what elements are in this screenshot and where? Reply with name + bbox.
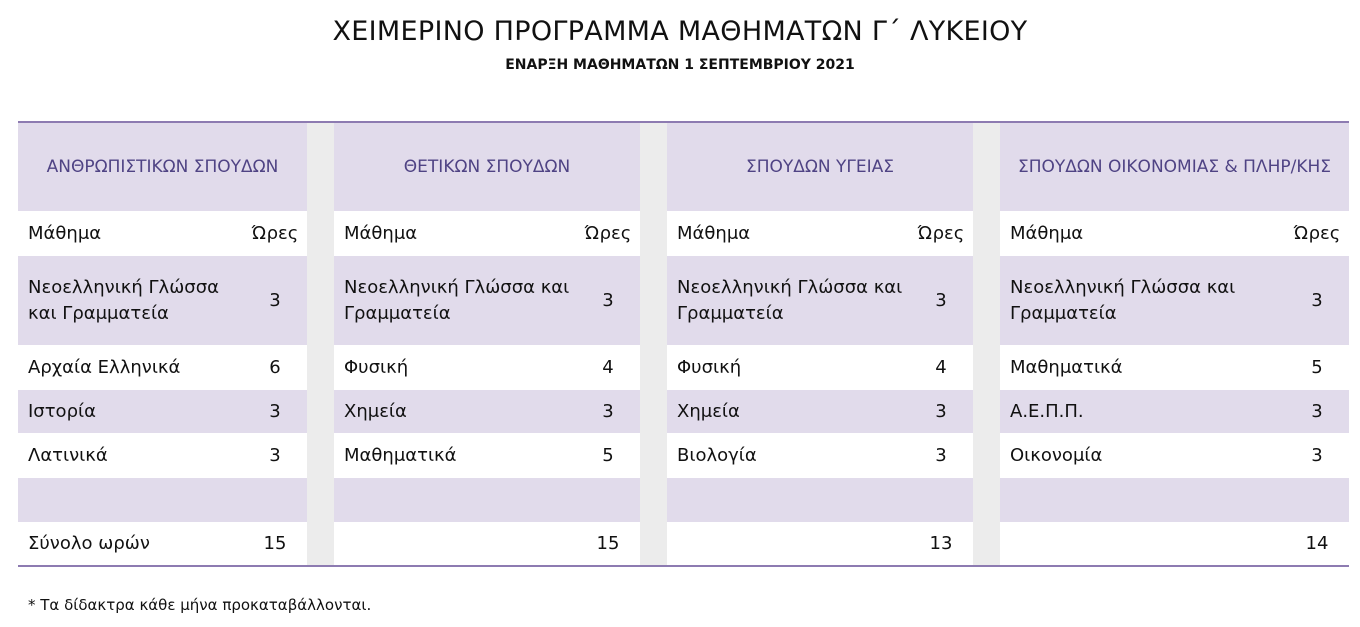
schedule-table: ΑΝΘΡΩΠΙΣΤΙΚΩΝ ΣΠΟΥΔΩΝ Μάθημα Ώρες Νεοελλ…: [18, 121, 1349, 567]
total-row: Σύνολο ωρών 15: [18, 522, 307, 565]
table-row: Φυσική 4: [334, 345, 640, 390]
hours-column-label: Ώρες: [584, 223, 632, 244]
subject-hours: 3: [269, 401, 281, 422]
table-row: Νεοελληνική Γλώσσα και Γραμματεία 3: [667, 256, 973, 345]
empty-row: [18, 478, 307, 522]
subject-name: Α.Ε.Π.Π.: [1010, 400, 1084, 422]
total-hours: 13: [929, 533, 953, 554]
subject-hours: 3: [269, 445, 281, 466]
subject-name: Βιολογία: [677, 444, 757, 466]
subject-hours: 4: [935, 357, 947, 378]
subject-hours: 3: [602, 401, 614, 422]
table-bottom-rule: [18, 565, 1349, 567]
track-header: ΘΕΤΙΚΩΝ ΣΠΟΥΔΩΝ: [334, 123, 640, 211]
subject-column-label: Μάθημα: [677, 222, 751, 244]
subject-name: Ιστορία: [28, 400, 96, 422]
total-row: 13: [667, 522, 973, 565]
column-separator: [973, 123, 1000, 565]
subject-name: Νεοελληνική Γλώσσα και Γραμματεία: [344, 276, 570, 324]
track-column: ΘΕΤΙΚΩΝ ΣΠΟΥΔΩΝ Μάθημα Ώρες Νεοελληνική …: [334, 123, 640, 565]
column-header-row: Μάθημα Ώρες: [667, 211, 973, 256]
table-row: Ιστορία 3: [18, 390, 307, 433]
track-column: ΣΠΟΥΔΩΝ ΥΓΕΙΑΣ Μάθημα Ώρες Νεοελληνική Γ…: [667, 123, 973, 565]
subject-hours: 3: [1311, 445, 1323, 466]
subject-name: Νεοελληνική Γλώσσα και Γραμματεία: [1010, 276, 1236, 324]
empty-row: [334, 478, 640, 522]
table-row: Λατινικά 3: [18, 433, 307, 478]
empty-row: [1000, 478, 1349, 522]
table-row: Μαθηματικά 5: [334, 433, 640, 478]
column-separator: [640, 123, 667, 565]
table-row: Μαθηματικά 5: [1000, 345, 1349, 390]
table-row: Α.Ε.Π.Π. 3: [1000, 390, 1349, 433]
track-column: ΑΝΘΡΩΠΙΣΤΙΚΩΝ ΣΠΟΥΔΩΝ Μάθημα Ώρες Νεοελλ…: [18, 123, 307, 565]
column-header-row: Μάθημα Ώρες: [18, 211, 307, 256]
subject-name: Λατινικά: [28, 444, 108, 466]
subject-name: Χημεία: [344, 400, 407, 422]
table-row: Νεοελληνική Γλώσσα και Γραμματεία 3: [334, 256, 640, 345]
footnote: * Τα δίδακτρα κάθε μήνα προκαταβάλλονται…: [28, 596, 372, 614]
subject-hours: 3: [935, 290, 947, 311]
total-hours: 15: [596, 533, 620, 554]
subject-hours: 3: [1311, 290, 1323, 311]
page-title: ΧΕΙΜΕΡΙΝΟ ΠΡΟΓΡΑΜΜΑ ΜΑΘΗΜΑΤΩΝ Γ΄ ΛΥΚΕΙΟΥ: [332, 16, 1028, 47]
table-top-rule: [18, 121, 1349, 123]
table-row: Χημεία 3: [334, 390, 640, 433]
subject-name: Μαθηματικά: [344, 444, 457, 466]
subject-hours: 3: [935, 401, 947, 422]
column-header-row: Μάθημα Ώρες: [334, 211, 640, 256]
empty-row: [667, 478, 973, 522]
hours-column-label: Ώρες: [251, 223, 299, 244]
table-row: Οικονομία 3: [1000, 433, 1349, 478]
table-row: Βιολογία 3: [667, 433, 973, 478]
subject-hours: 3: [602, 290, 614, 311]
subject-hours: 3: [269, 290, 281, 311]
subject-column-label: Μάθημα: [28, 222, 102, 244]
track-header: ΣΠΟΥΔΩΝ ΥΓΕΙΑΣ: [667, 123, 973, 211]
subject-name: Νεοελληνική Γλώσσα και Γραμματεία: [677, 276, 903, 324]
table-row: Χημεία 3: [667, 390, 973, 433]
subject-name: Φυσική: [344, 356, 409, 378]
total-row: 15: [334, 522, 640, 565]
subject-hours: 6: [269, 357, 281, 378]
table-row: Φυσική 4: [667, 345, 973, 390]
track-header: ΑΝΘΡΩΠΙΣΤΙΚΩΝ ΣΠΟΥΔΩΝ: [18, 123, 307, 211]
subject-column-label: Μάθημα: [344, 222, 418, 244]
track-header: ΣΠΟΥΔΩΝ ΟΙΚΟΝΟΜΙΑΣ & ΠΛΗΡ/ΚΗΣ: [1000, 123, 1349, 211]
subject-hours: 3: [935, 445, 947, 466]
column-separator: [307, 123, 334, 565]
subject-name: Μαθηματικά: [1010, 356, 1123, 378]
subject-hours: 4: [602, 357, 614, 378]
column-header-row: Μάθημα Ώρες: [1000, 211, 1349, 256]
subject-column-label: Μάθημα: [1010, 222, 1084, 244]
hours-column-label: Ώρες: [917, 223, 965, 244]
subject-hours: 3: [1311, 401, 1323, 422]
total-row: 14: [1000, 522, 1349, 565]
track-column: ΣΠΟΥΔΩΝ ΟΙΚΟΝΟΜΙΑΣ & ΠΛΗΡ/ΚΗΣ Μάθημα Ώρε…: [1000, 123, 1349, 565]
total-hours: 15: [263, 533, 287, 554]
total-label: Σύνολο ωρών: [28, 532, 150, 554]
subject-name: Οικονομία: [1010, 444, 1103, 466]
table-row: Αρχαία Ελληνικά 6: [18, 345, 307, 390]
page-subtitle: ΕΝΑΡΞΗ ΜΑΘΗΜΑΤΩΝ 1 ΣΕΠΤΕΜΒΡΙΟΥ 2021: [505, 57, 855, 73]
table-row: Νεοελληνική Γλώσσα και Γραμματεία 3: [1000, 256, 1349, 345]
subject-name: Φυσική: [677, 356, 742, 378]
hours-column-label: Ώρες: [1293, 223, 1341, 244]
table-row: Νεοελληνική Γλώσσα και Γραμματεία 3: [18, 256, 307, 345]
subject-hours: 5: [1311, 357, 1323, 378]
subject-name: Χημεία: [677, 400, 740, 422]
subject-name: Νεοελληνική Γλώσσα και Γραμματεία: [28, 276, 219, 324]
total-hours: 14: [1305, 533, 1329, 554]
subject-hours: 5: [602, 445, 614, 466]
subject-name: Αρχαία Ελληνικά: [28, 356, 181, 378]
